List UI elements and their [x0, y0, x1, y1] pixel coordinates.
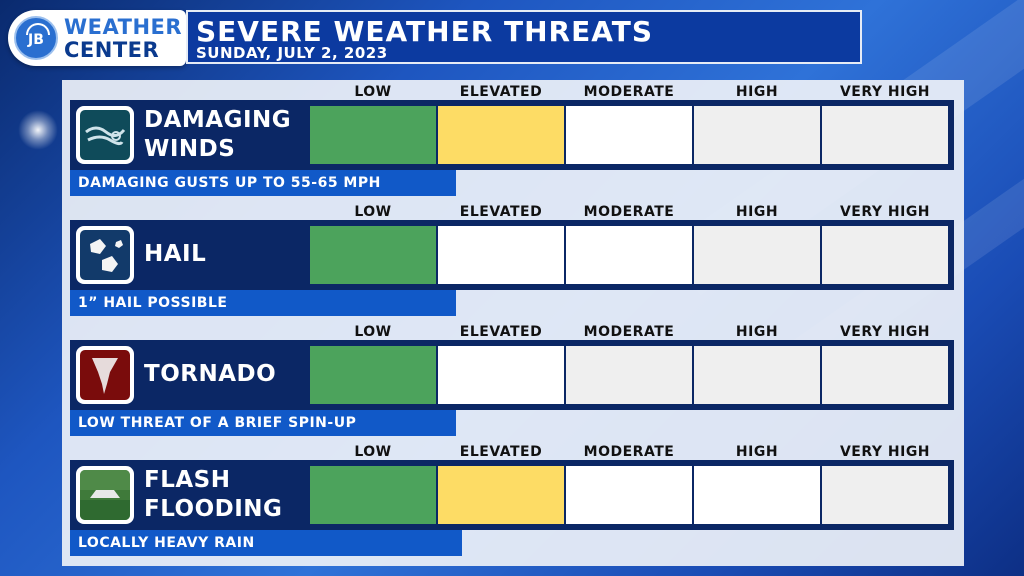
threat-row: FLASH FLOODING [70, 460, 954, 530]
threat-name-line2: FLOODING [144, 496, 283, 522]
threat-description-text: DAMAGING GUSTS UP TO 55-65 MPH [78, 175, 381, 191]
threat-row: TORNADO [70, 340, 954, 410]
threat-level-cell [566, 346, 692, 404]
threat-level-cell [438, 226, 564, 284]
threat-level-cell [822, 106, 948, 164]
light-flare [18, 110, 58, 150]
threat-description-text: LOCALLY HEAVY RAIN [78, 535, 255, 551]
threat-name-line2: WINDS [144, 136, 236, 162]
logo-monogram-icon: JB [14, 16, 58, 60]
threat-description: LOCALLY HEAVY RAIN [70, 530, 462, 556]
threat-description: LOW THREAT OF A BRIEF SPIN-UP [70, 410, 456, 436]
logo-monogram: JB [28, 32, 44, 48]
threat-level-cell [310, 226, 436, 284]
threat-level-cell [566, 226, 692, 284]
flood-icon [76, 466, 134, 524]
threat-row: DAMAGING WINDS [70, 100, 954, 170]
threat-name: HAIL [144, 240, 206, 269]
level-label: LOW [354, 84, 392, 100]
title-banner: SEVERE WEATHER THREATS SUNDAY, JULY 2, 2… [186, 10, 862, 64]
level-label: VERY HIGH [839, 84, 931, 100]
level-label: HIGH [735, 324, 779, 340]
threat-level-cell [822, 226, 948, 284]
page-title: SEVERE WEATHER THREATS [196, 15, 653, 48]
logo-line1: WEATHER [64, 15, 183, 39]
hail-icon [76, 226, 134, 284]
threat-name-line1: HAIL [144, 241, 207, 267]
threat-description-text: 1” HAIL POSSIBLE [78, 295, 228, 311]
level-label: LOW [354, 204, 392, 220]
threat-level-cell [566, 466, 692, 524]
threat-level-cell [694, 106, 820, 164]
tornado-icon [76, 346, 134, 404]
threat-description: DAMAGING GUSTS UP TO 55-65 MPH [70, 170, 456, 196]
threat-description: 1” HAIL POSSIBLE [70, 290, 456, 316]
threat-description-text: LOW THREAT OF A BRIEF SPIN-UP [78, 415, 357, 431]
level-label: ELEVATED [459, 204, 543, 220]
level-label: ELEVATED [459, 324, 543, 340]
level-label: HIGH [735, 204, 779, 220]
level-label: ELEVATED [459, 444, 543, 460]
threat-level-cell [822, 466, 948, 524]
threat-level-cell [438, 466, 564, 524]
logo-line2: CENTER [64, 38, 160, 62]
threat-level-cell [694, 346, 820, 404]
threat-level-cell [438, 346, 564, 404]
threat-level-cell [438, 106, 564, 164]
level-label: VERY HIGH [839, 324, 931, 340]
threat-name: TORNADO [144, 360, 276, 389]
level-label: VERY HIGH [839, 204, 931, 220]
threat-level-cell [310, 106, 436, 164]
wind-icon [76, 106, 134, 164]
level-label: MODERATE [583, 444, 675, 460]
threat-name-line1: DAMAGING [144, 107, 292, 133]
level-label: HIGH [735, 444, 779, 460]
threat-level-cell [310, 466, 436, 524]
level-label: MODERATE [583, 324, 675, 340]
page-date: SUNDAY, JULY 2, 2023 [196, 44, 388, 62]
level-label: MODERATE [583, 84, 675, 100]
level-label: MODERATE [583, 204, 675, 220]
threat-name-line1: TORNADO [144, 361, 277, 387]
threat-row: HAIL [70, 220, 954, 290]
level-label: LOW [354, 324, 392, 340]
threat-name: FLASH FLOODING [144, 466, 282, 524]
threat-level-cell [694, 226, 820, 284]
threat-level-cell [566, 106, 692, 164]
threat-name-line1: FLASH [144, 467, 231, 493]
level-label: VERY HIGH [839, 444, 931, 460]
level-label: LOW [354, 444, 392, 460]
level-label: HIGH [735, 84, 779, 100]
level-label: ELEVATED [459, 84, 543, 100]
threat-level-cell [822, 346, 948, 404]
threat-level-cell [694, 466, 820, 524]
threat-level-cell [310, 346, 436, 404]
threat-name: DAMAGING WINDS [144, 106, 291, 164]
station-logo: JB WEATHER CENTER [8, 10, 186, 66]
